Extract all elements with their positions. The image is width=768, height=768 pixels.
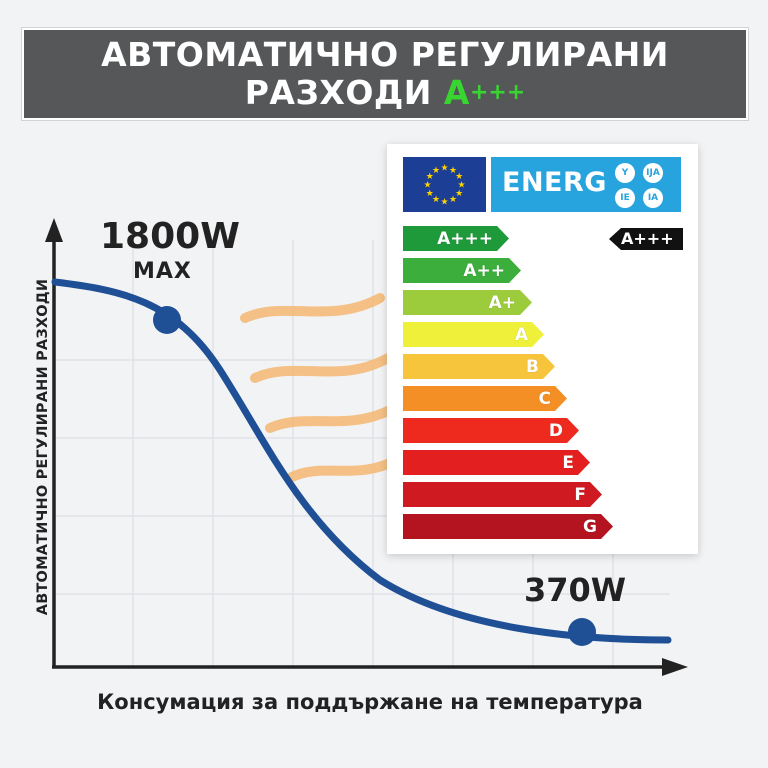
energy-class-arrow-icon bbox=[403, 386, 567, 411]
energy-class-row: B bbox=[403, 354, 555, 379]
eu-flag-icon: ★ ★ ★ ★ ★ ★ ★ ★ ★ ★ ★ ★ bbox=[403, 157, 486, 212]
energy-class-arrow-icon bbox=[403, 450, 590, 475]
eu-star-icon: ★ bbox=[432, 166, 440, 176]
min-power-label: 370W bbox=[524, 571, 627, 609]
eu-star-icon: ★ bbox=[423, 181, 431, 191]
title-accent-letter: A bbox=[443, 73, 470, 112]
energy-class-arrow-icon bbox=[403, 482, 602, 507]
energy-class-label: A+++ bbox=[437, 229, 493, 249]
energy-class-label: A bbox=[514, 325, 528, 345]
heat-wave-1 bbox=[240, 293, 385, 323]
energy-class-arrow-icon bbox=[403, 418, 579, 443]
eu-stars-icon: ★ ★★★★★★★★★★★ bbox=[423, 164, 465, 208]
language-badge-1: Y bbox=[615, 163, 635, 183]
energy-class-label: A++ bbox=[463, 261, 505, 281]
energy-class-row: A+ bbox=[403, 290, 532, 315]
energy-class-arrow-icon bbox=[403, 226, 509, 251]
energy-class-label: B bbox=[526, 357, 539, 377]
title-line-1: АВТОМАТИЧНО РЕГУЛИРАНИ bbox=[101, 35, 669, 74]
energy-class-label: F bbox=[574, 485, 586, 505]
eu-star-icon: ★ bbox=[426, 172, 434, 182]
eu-star-icon: ★ bbox=[449, 195, 457, 205]
min-power-point bbox=[568, 618, 596, 646]
energy-word: ENERG bbox=[502, 167, 607, 198]
energy-class-label: A+ bbox=[488, 293, 516, 313]
energy-class-row: F bbox=[403, 482, 602, 507]
y-axis-label: АВТОМАТИЧНО РЕГУЛИРАНИ РАЗХОДИ bbox=[35, 278, 51, 616]
x-axis-arrow-icon bbox=[662, 658, 688, 676]
title-word-costs: РАЗХОДИ bbox=[244, 73, 432, 112]
x-axis-label: Консумация за поддържане на температура bbox=[97, 690, 643, 714]
eu-star-icon: ★ bbox=[449, 166, 457, 176]
power-curve bbox=[51, 278, 672, 644]
max-power-point bbox=[153, 306, 181, 334]
energy-class-row: C bbox=[403, 386, 567, 411]
language-badge-4: IA bbox=[643, 188, 663, 208]
eu-star-icon: ★ bbox=[440, 198, 448, 208]
heat-wave-4 bbox=[285, 457, 397, 483]
energy-class-arrow-icon bbox=[403, 258, 521, 283]
y-axis-arrow-icon bbox=[45, 218, 63, 242]
heat-wave-2 bbox=[250, 353, 393, 383]
heat-waves bbox=[240, 293, 397, 483]
title-accent-plus: +++ bbox=[469, 80, 526, 105]
energy-header: ENERG Y IJA IE IA bbox=[491, 157, 681, 212]
energy-class-arrow-icon bbox=[403, 290, 532, 315]
title-banner: АВТОМАТИЧНО РЕГУЛИРАНИ РАЗХОДИ A+++ bbox=[22, 28, 748, 120]
eu-star-icon: ★ bbox=[455, 172, 463, 182]
eu-star-icon: ★ bbox=[426, 189, 434, 199]
energy-class-row: G bbox=[403, 514, 613, 539]
energy-class-label: C bbox=[538, 389, 551, 409]
energy-class-arrow-icon bbox=[403, 514, 613, 539]
energy-class-row: D bbox=[403, 418, 579, 443]
energy-class-label: D bbox=[548, 421, 563, 441]
energy-class-row: A++ bbox=[403, 258, 521, 283]
energy-label: ★ ★ ★ ★ ★ ★ ★ ★ ★ ★ ★ ★ ENERG Y IJA IE IA A+++ A++ A+… bbox=[387, 144, 698, 554]
energy-class-row: A bbox=[403, 322, 544, 347]
eu-star-icon: ★ bbox=[432, 195, 440, 205]
language-badge-3: IE bbox=[615, 188, 635, 208]
title-accent-class: A+++ bbox=[444, 73, 525, 112]
language-badge-2: IJA bbox=[643, 163, 663, 183]
energy-class-label: E bbox=[562, 453, 574, 473]
eu-star-icon: ★ bbox=[455, 189, 463, 199]
heat-wave-3 bbox=[265, 405, 395, 433]
eu-star-icon: ★ bbox=[457, 181, 465, 191]
energy-class-row: A+++ bbox=[403, 226, 509, 251]
energy-class-arrow-icon bbox=[403, 354, 555, 379]
energy-class-label: G bbox=[583, 517, 597, 537]
selected-class-tag: A+++ bbox=[609, 228, 683, 250]
energy-class-row: E bbox=[403, 450, 590, 475]
energy-class-arrow-icon bbox=[403, 322, 544, 347]
eu-star-icon: ★ bbox=[440, 164, 448, 174]
title-line-2: РАЗХОДИ A+++ bbox=[245, 74, 526, 112]
max-power-label: 1800W bbox=[100, 216, 240, 257]
max-caption: MAX bbox=[133, 259, 192, 284]
graph-axes bbox=[45, 218, 688, 676]
